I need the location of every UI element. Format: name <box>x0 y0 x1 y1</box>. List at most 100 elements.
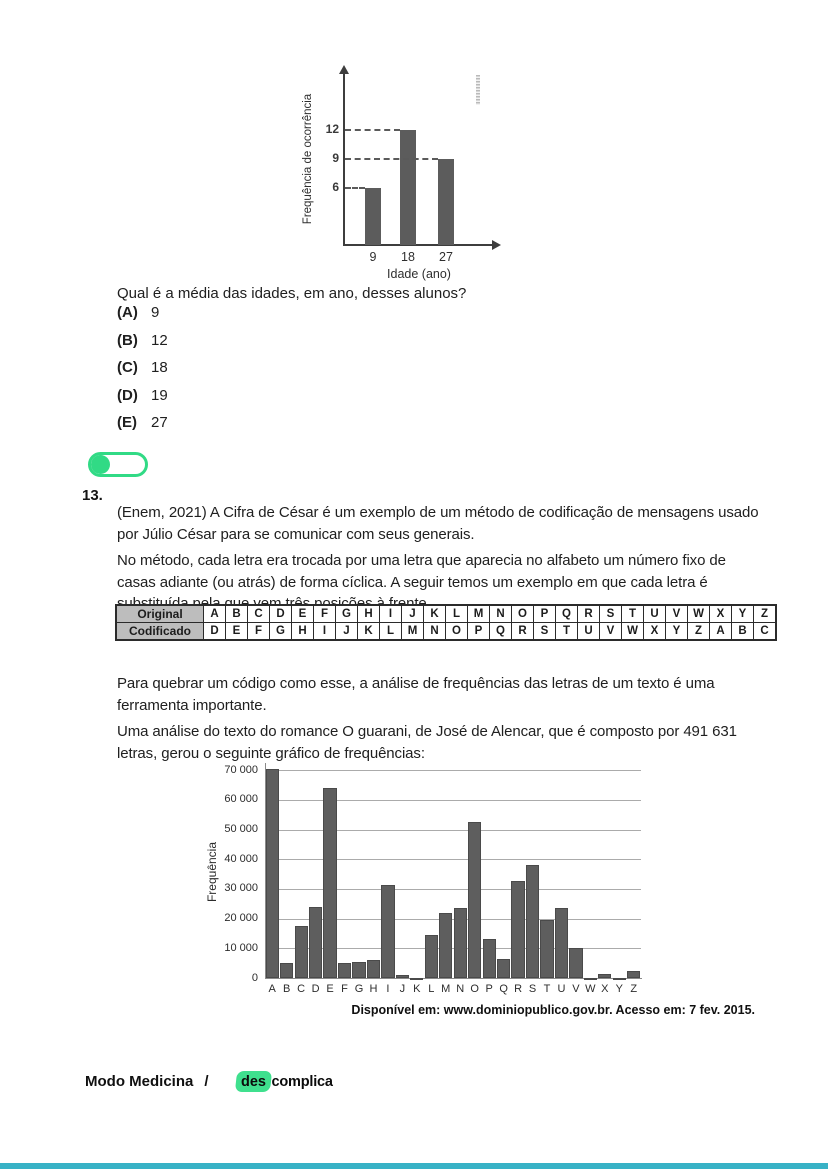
descomplica-logo: des complica <box>234 1071 333 1092</box>
freq-x-tick-label: B <box>283 983 291 995</box>
cipher-cell: Q <box>489 622 512 641</box>
cipher-cell: Q <box>555 604 578 623</box>
cipher-cell: H <box>291 622 314 641</box>
cipher-cell: Y <box>731 604 754 623</box>
freq-x-tick-label: V <box>572 983 580 995</box>
freq-gridline <box>265 770 641 772</box>
option-letter: (E) <box>117 414 137 432</box>
freq-bar <box>294 926 308 978</box>
cipher-cell: K <box>357 622 380 641</box>
cipher-cell: P <box>533 604 556 623</box>
freq-x-tick-label: K <box>413 983 421 995</box>
q13-paragraph: (Enem, 2021) A Cifra de César é um exemp… <box>117 504 759 543</box>
freq-x-tick-label: I <box>386 983 390 995</box>
freq-bar <box>554 908 569 978</box>
freq-x-tick-label: R <box>514 983 523 995</box>
freq-gridline <box>265 829 641 831</box>
cipher-cell: S <box>599 604 622 623</box>
cipher-cell: D <box>269 604 292 623</box>
cipher-cell: B <box>225 604 248 623</box>
freq-x-tick-label: Q <box>499 983 508 995</box>
cipher-cell: L <box>379 622 402 641</box>
freq-bar <box>280 963 294 978</box>
freq-y-tick-label: 20 000 <box>224 912 258 925</box>
option-value: 19 <box>151 386 168 404</box>
option-value: 12 <box>151 331 168 349</box>
cipher-cell: M <box>401 622 424 641</box>
option-letter: (A) <box>117 304 138 322</box>
q12-x-axis-label: Idade (ano) <box>387 267 451 281</box>
freq-bar <box>453 908 467 978</box>
cipher-cell: W <box>621 622 644 641</box>
option-row: (B) 12 <box>117 327 168 355</box>
cipher-cell: L <box>445 604 468 623</box>
freq-bar <box>265 768 279 978</box>
freq-bar <box>395 975 409 978</box>
cipher-cell: X <box>643 622 666 641</box>
q12-bar <box>365 187 381 245</box>
freq-x-tick-label: W <box>585 983 596 995</box>
freq-gridline <box>265 799 641 801</box>
freq-x-tick-label: U <box>557 983 566 995</box>
cipher-cell: G <box>335 604 358 623</box>
freq-x-tick-label: L <box>428 983 435 995</box>
freq-x-tick-label: T <box>543 983 551 995</box>
cipher-cell: Z <box>687 622 710 641</box>
next-page-top-band <box>0 1163 828 1169</box>
option-row: (D) 19 <box>117 382 168 410</box>
cipher-cell: U <box>643 604 666 623</box>
q12-x-tick-label: 18 <box>401 250 415 264</box>
freq-bar <box>583 977 597 980</box>
cipher-cell: C <box>753 622 777 641</box>
q12-bar <box>438 158 454 245</box>
q12-x-axis-arrow-icon <box>492 240 501 250</box>
freq-x-tick-label: H <box>369 983 378 995</box>
option-letter: (D) <box>117 386 138 404</box>
cipher-cell: T <box>621 604 644 623</box>
toggle-knob[interactable] <box>91 455 110 474</box>
freq-bar <box>612 977 626 980</box>
q12-options-list: (A) 9 (B) 12 (C) 18 (D) 19 (E) 27 <box>117 299 168 437</box>
freq-bar <box>352 962 366 978</box>
q12-y-axis-line <box>343 73 345 246</box>
cipher-cell: E <box>291 604 314 623</box>
freq-x-tick-label: M <box>441 983 451 995</box>
cipher-cell: R <box>511 622 534 641</box>
letter-frequency-chart: Frequência 0 10 000 20 000 30 000 40 000 50 0… <box>200 750 660 1002</box>
footer-separator: / <box>204 1073 209 1090</box>
answer-toggle[interactable] <box>88 452 148 477</box>
cipher-cell: X <box>709 604 732 623</box>
cipher-cell: R <box>577 604 600 623</box>
freq-x-tick-label: X <box>601 983 609 995</box>
freq-y-tick-label: 50 000 <box>224 823 258 835</box>
freq-y-axis-line <box>265 763 266 979</box>
cipher-cell: E <box>225 622 248 641</box>
cipher-cell: N <box>423 622 446 641</box>
freq-bar <box>598 973 612 978</box>
freq-gridline <box>265 859 641 861</box>
cipher-cell: A <box>203 604 226 623</box>
freq-bar <box>569 948 583 978</box>
cipher-cell: I <box>379 604 402 623</box>
option-row: (C) 18 <box>117 354 168 382</box>
option-value: 18 <box>151 359 168 377</box>
cipher-cell: F <box>313 604 336 623</box>
freq-bar <box>323 787 337 978</box>
cipher-cell: P <box>467 622 490 641</box>
option-value: 9 <box>151 304 160 322</box>
freq-bar <box>308 906 323 978</box>
cipher-cell: Y <box>665 622 688 641</box>
freq-x-tick-label: F <box>341 983 348 995</box>
freq-x-tick-label: S <box>528 983 537 995</box>
cipher-cell: N <box>489 604 512 623</box>
freq-bar <box>540 920 554 978</box>
cipher-cell: M <box>467 604 490 623</box>
freq-x-tick-label: G <box>354 983 364 995</box>
freq-bar <box>482 939 496 978</box>
q12-y-tick-label: 9 <box>332 150 339 165</box>
freq-y-tick-label: 10 000 <box>224 941 258 954</box>
q13-number: 13. <box>82 487 103 504</box>
q12-x-tick-label: 27 <box>439 250 453 264</box>
cipher-cell: G <box>269 622 292 641</box>
